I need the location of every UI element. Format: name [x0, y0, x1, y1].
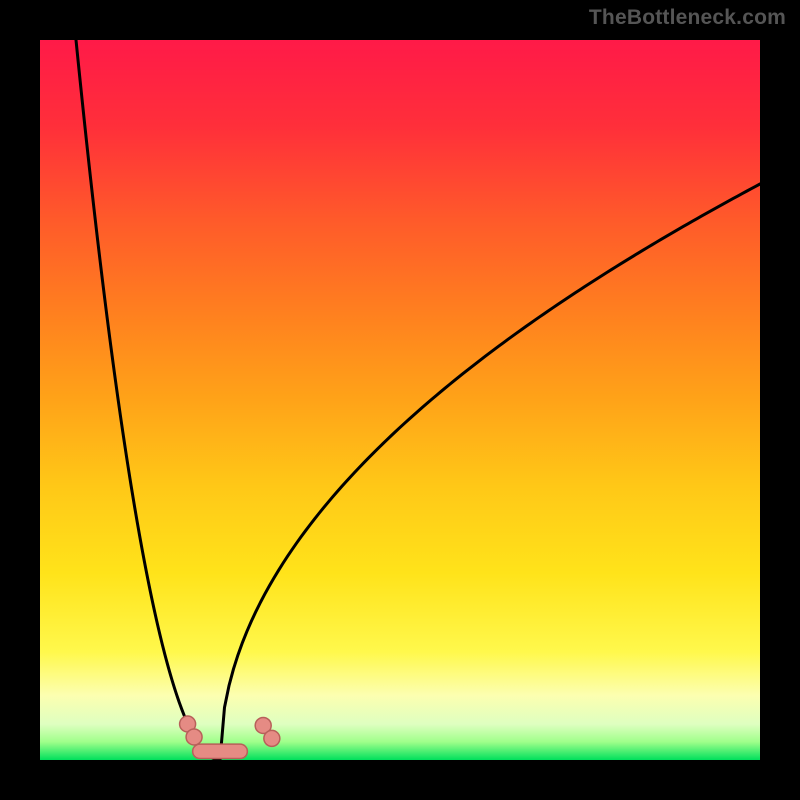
plot-background — [40, 40, 760, 760]
data-marker-1 — [186, 729, 202, 745]
chart-container: TheBottleneck.com — [0, 0, 800, 800]
bottleneck-chart — [0, 0, 800, 800]
data-marker-3 — [264, 730, 280, 746]
baseline-marker — [193, 744, 248, 758]
watermark-text: TheBottleneck.com — [589, 6, 786, 30]
